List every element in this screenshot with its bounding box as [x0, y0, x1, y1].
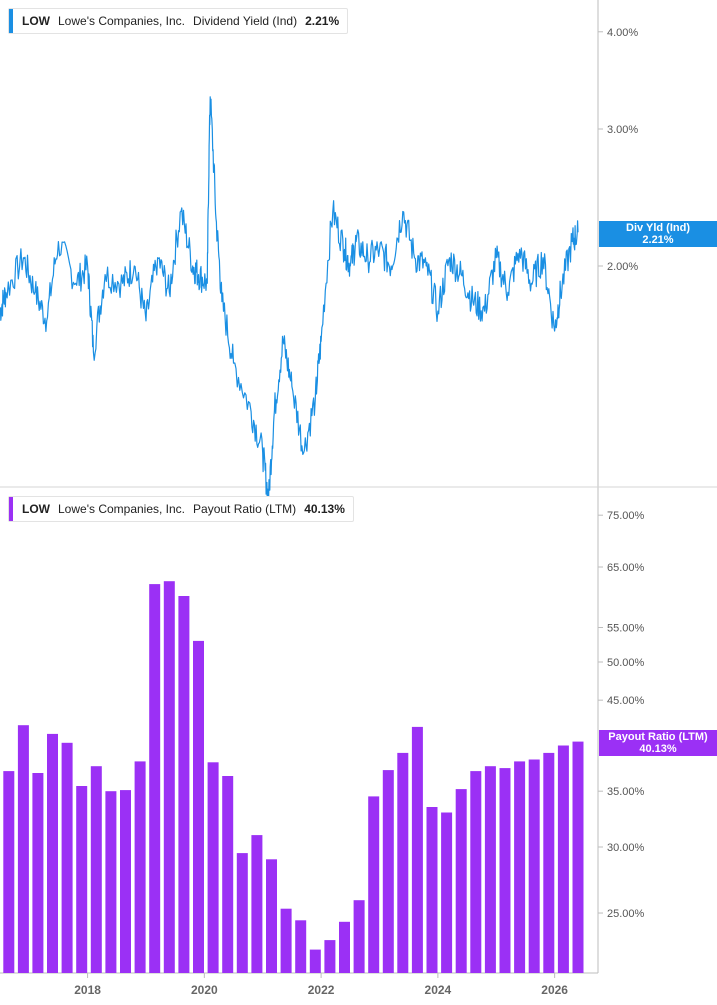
dividend-yield-swatch	[9, 9, 13, 33]
payout-bar	[251, 835, 263, 973]
payout-bar	[339, 921, 350, 973]
payout-bar	[455, 789, 467, 973]
y-tick-label: 75.00%	[607, 510, 645, 522]
payout-bar	[353, 900, 365, 973]
y-tick-label: 2.00%	[607, 261, 638, 273]
y-tick-label: 4.00%	[607, 27, 638, 39]
payout-bar	[295, 920, 307, 973]
legend-value: 2.21%	[305, 14, 340, 28]
payout-bar	[484, 766, 496, 973]
legend-ticker: LOW	[22, 14, 50, 28]
legend-metric: Payout Ratio (LTM)	[193, 502, 297, 516]
flag-value: 40.13%	[639, 743, 677, 755]
legend-value: 40.13%	[304, 502, 345, 516]
dividend-yield-line	[0, 96, 579, 504]
payout-bar	[543, 752, 555, 973]
payout-bar	[236, 853, 248, 973]
payout-bar	[134, 761, 146, 973]
y-tick-label: 65.00%	[607, 562, 645, 574]
payout-bar	[222, 776, 234, 973]
payout-bar	[382, 770, 394, 973]
payout-bar	[426, 807, 438, 973]
payout-bar	[280, 908, 292, 973]
payout-bar	[61, 742, 73, 973]
payout-bar	[411, 726, 423, 973]
x-tick-label: 2020	[191, 983, 218, 997]
payout-bar	[499, 768, 511, 973]
payout-bar	[324, 940, 336, 973]
y-tick-label: 50.00%	[607, 657, 645, 669]
payout-bar	[266, 859, 277, 973]
payout-bar	[120, 790, 131, 973]
flag-label: Div Yld (Ind)	[626, 222, 690, 234]
payout-bar	[163, 581, 175, 973]
y-tick-label: 45.00%	[607, 695, 645, 707]
payout-bar	[397, 752, 409, 973]
y-tick-label: 35.00%	[607, 786, 645, 798]
y-tick-label: 55.00%	[607, 622, 645, 634]
legend-metric: Dividend Yield (Ind)	[193, 14, 298, 28]
payout-bar	[309, 949, 321, 973]
payout-bar	[47, 733, 58, 973]
legend-ticker: LOW	[22, 502, 50, 516]
payout-bar	[470, 771, 482, 973]
payout-bar	[105, 791, 117, 973]
payout-bar	[178, 596, 190, 973]
flag-label: Payout Ratio (LTM)	[608, 731, 708, 743]
payout-ratio-flag: Payout Ratio (LTM) 40.13%	[599, 730, 717, 756]
payout-bar	[149, 584, 161, 973]
dividend-yield-flag: Div Yld (Ind) 2.21%	[599, 221, 717, 247]
payout-bar	[3, 771, 15, 973]
y-tick-label: 30.00%	[607, 842, 645, 854]
flag-value: 2.21%	[642, 234, 674, 246]
x-tick-label: 2022	[308, 983, 335, 997]
payout-bar	[76, 786, 88, 973]
x-tick-label: 2026	[541, 983, 568, 997]
payout-bar	[207, 762, 219, 973]
payout-bar	[17, 725, 29, 973]
payout-bar	[557, 745, 569, 973]
payout-bar	[32, 773, 44, 973]
payout-bar	[368, 796, 380, 973]
payout-bar	[572, 741, 584, 973]
y-tick-label: 25.00%	[607, 908, 645, 920]
payout-ratio-legend: LOW Lowe's Companies, Inc. Payout Ratio …	[8, 496, 354, 522]
payout-bar	[528, 759, 540, 973]
x-tick-label: 2018	[74, 983, 101, 997]
payout-bar	[441, 812, 453, 973]
payout-bar	[193, 640, 204, 973]
y-tick-label: 3.00%	[607, 124, 638, 136]
x-tick-label: 2024	[425, 983, 452, 997]
dividend-yield-legend: LOW Lowe's Companies, Inc. Dividend Yiel…	[8, 8, 349, 34]
legend-company: Lowe's Companies, Inc.	[58, 14, 186, 28]
legend-company: Lowe's Companies, Inc.	[58, 502, 186, 516]
payout-bar	[514, 761, 526, 973]
payout-bar	[90, 766, 102, 973]
payout-ratio-swatch	[9, 497, 13, 521]
